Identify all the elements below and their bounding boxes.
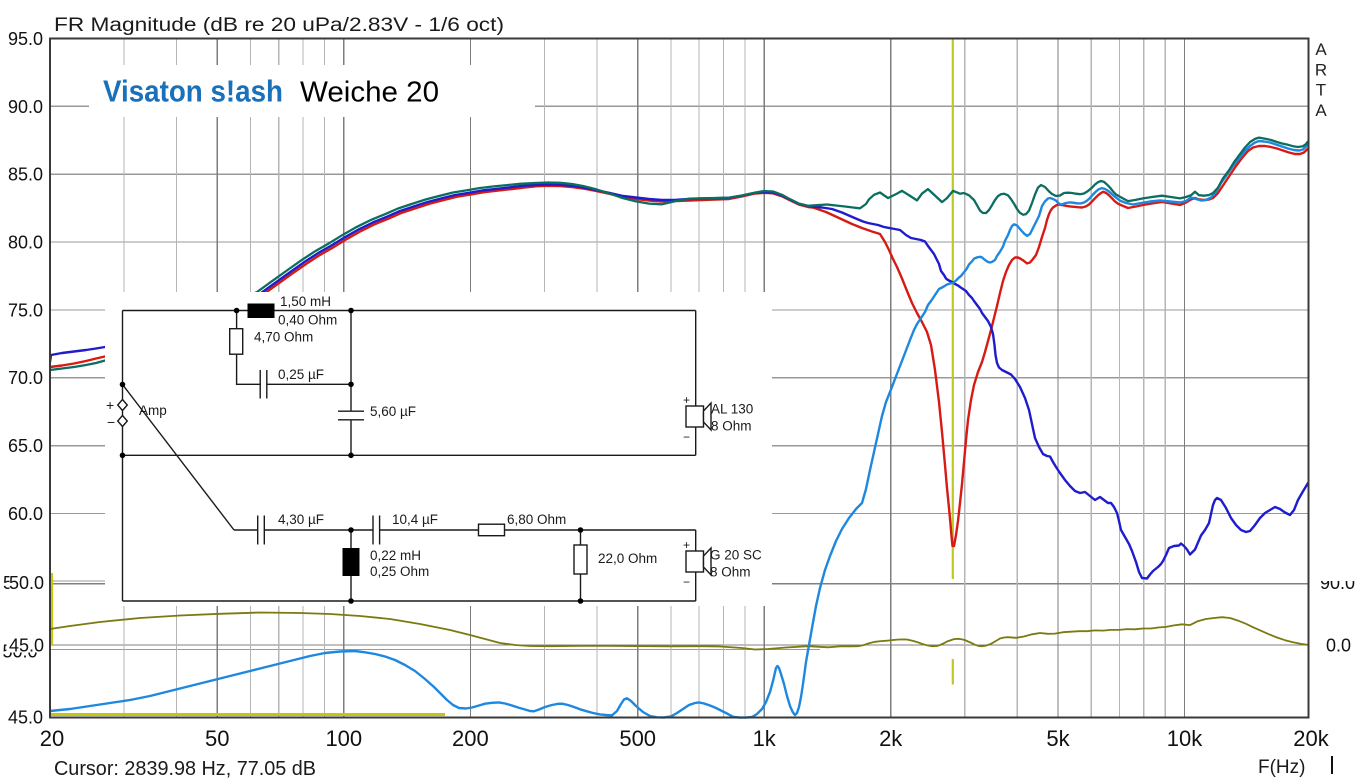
svg-text:−: − xyxy=(683,575,690,589)
svg-text:5: 5 xyxy=(3,573,13,593)
svg-text:65.0: 65.0 xyxy=(8,436,43,456)
svg-text:200: 200 xyxy=(452,726,489,751)
svg-text:0,25 µF: 0,25 µF xyxy=(278,367,324,382)
svg-text:10k: 10k xyxy=(1167,726,1203,751)
svg-text:5,60 µF: 5,60 µF xyxy=(370,404,416,419)
svg-text:20: 20 xyxy=(40,726,64,751)
svg-text:2k: 2k xyxy=(879,726,903,751)
svg-text:FR Magnitude (dB re 20 uPa/2.8: FR Magnitude (dB re 20 uPa/2.83V - 1/6 o… xyxy=(54,15,504,36)
svg-text:R: R xyxy=(1315,60,1327,79)
svg-text:50: 50 xyxy=(205,726,229,751)
svg-text:6,80 Ohm: 6,80 Ohm xyxy=(507,512,566,527)
svg-text:Cursor: 2839.98 Hz, 77.05 dB: Cursor: 2839.98 Hz, 77.05 dB xyxy=(54,758,316,780)
svg-text:45.0: 45.0 xyxy=(8,708,43,728)
svg-text:45.0: 45.0 xyxy=(9,636,44,656)
svg-text:A: A xyxy=(1315,101,1327,120)
svg-text:F(Hz): F(Hz) xyxy=(1258,757,1305,778)
svg-text:−: − xyxy=(107,414,115,430)
svg-text:0,22 mH: 0,22 mH xyxy=(370,548,421,563)
svg-text:85.0: 85.0 xyxy=(8,165,43,185)
svg-text:50.0: 50.0 xyxy=(9,573,44,593)
svg-text:100: 100 xyxy=(325,726,362,751)
svg-text:20k: 20k xyxy=(1293,726,1329,751)
svg-text:75.0: 75.0 xyxy=(8,300,43,320)
svg-text:Weiche 20: Weiche 20 xyxy=(300,77,439,109)
svg-text:+: + xyxy=(106,397,114,413)
svg-text:70.0: 70.0 xyxy=(8,368,43,388)
svg-text:AL 130: AL 130 xyxy=(711,402,753,417)
svg-text:1,50 mH: 1,50 mH xyxy=(280,294,331,309)
svg-text:1k: 1k xyxy=(753,726,777,751)
svg-text:10,4 µF: 10,4 µF xyxy=(392,512,438,527)
svg-text:0,40 Ohm: 0,40 Ohm xyxy=(278,313,337,328)
svg-text:4,70 Ohm: 4,70 Ohm xyxy=(254,330,313,345)
svg-text:T: T xyxy=(1316,81,1326,100)
svg-text:+: + xyxy=(683,393,690,407)
svg-text:4,30 µF: 4,30 µF xyxy=(278,512,324,527)
svg-text:+: + xyxy=(683,538,690,552)
svg-text:22,0 Ohm: 22,0 Ohm xyxy=(598,551,657,566)
svg-text:G 20 SC: G 20 SC xyxy=(710,548,762,563)
svg-text:0,25 Ohm: 0,25 Ohm xyxy=(370,564,429,579)
svg-text:Amp: Amp xyxy=(139,403,167,418)
svg-text:90.0: 90.0 xyxy=(8,97,43,117)
svg-text:5k: 5k xyxy=(1046,726,1070,751)
svg-text:0.0: 0.0 xyxy=(1326,636,1351,656)
svg-text:A: A xyxy=(1315,40,1327,59)
svg-text:95.0: 95.0 xyxy=(8,29,43,49)
svg-text:60.0: 60.0 xyxy=(8,504,43,524)
svg-text:8 Ohm: 8 Ohm xyxy=(710,565,751,580)
svg-text:Visaton s!ash: Visaton s!ash xyxy=(103,74,283,109)
svg-text:500: 500 xyxy=(619,726,656,751)
svg-text:80.0: 80.0 xyxy=(8,233,43,253)
svg-text:−: − xyxy=(683,430,690,444)
svg-text:8 Ohm: 8 Ohm xyxy=(711,419,752,434)
